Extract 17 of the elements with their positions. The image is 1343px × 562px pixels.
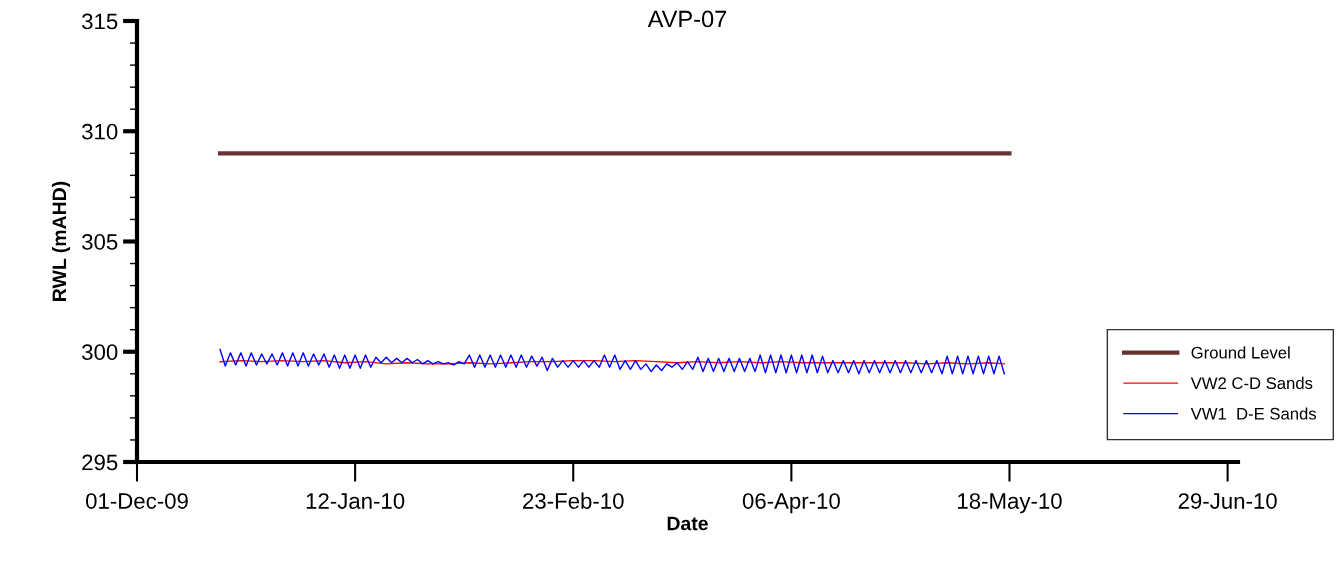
x-tick-label: 01-Dec-09 (85, 493, 188, 509)
x-tick-label: 29-Jun-10 (1178, 493, 1277, 509)
legend-label: VW2 C-D Sands (1190, 376, 1313, 390)
chart-title: AVP-07 (647, 10, 727, 28)
y-tick-label: 310 (82, 123, 118, 140)
y-tick-label: 300 (82, 344, 118, 361)
x-tick-label: 12-Jan-10 (306, 493, 405, 509)
legend-label: Ground Level (1191, 346, 1290, 359)
x-axis-title: Date (667, 516, 708, 531)
y-tick-label: 305 (82, 234, 118, 250)
y-axis-title: RWL (mAHD) (51, 181, 71, 301)
y-tick-label: 315 (82, 13, 118, 30)
x-tick-label: 18-May-10 (958, 493, 1062, 514)
x-tick-label: 23-Feb-10 (523, 492, 624, 509)
y-tick-label: 295 (82, 454, 118, 471)
legend-label: VW1 D-E Sands (1190, 407, 1317, 420)
x-tick-label: 06-Apr-10 (742, 493, 840, 514)
